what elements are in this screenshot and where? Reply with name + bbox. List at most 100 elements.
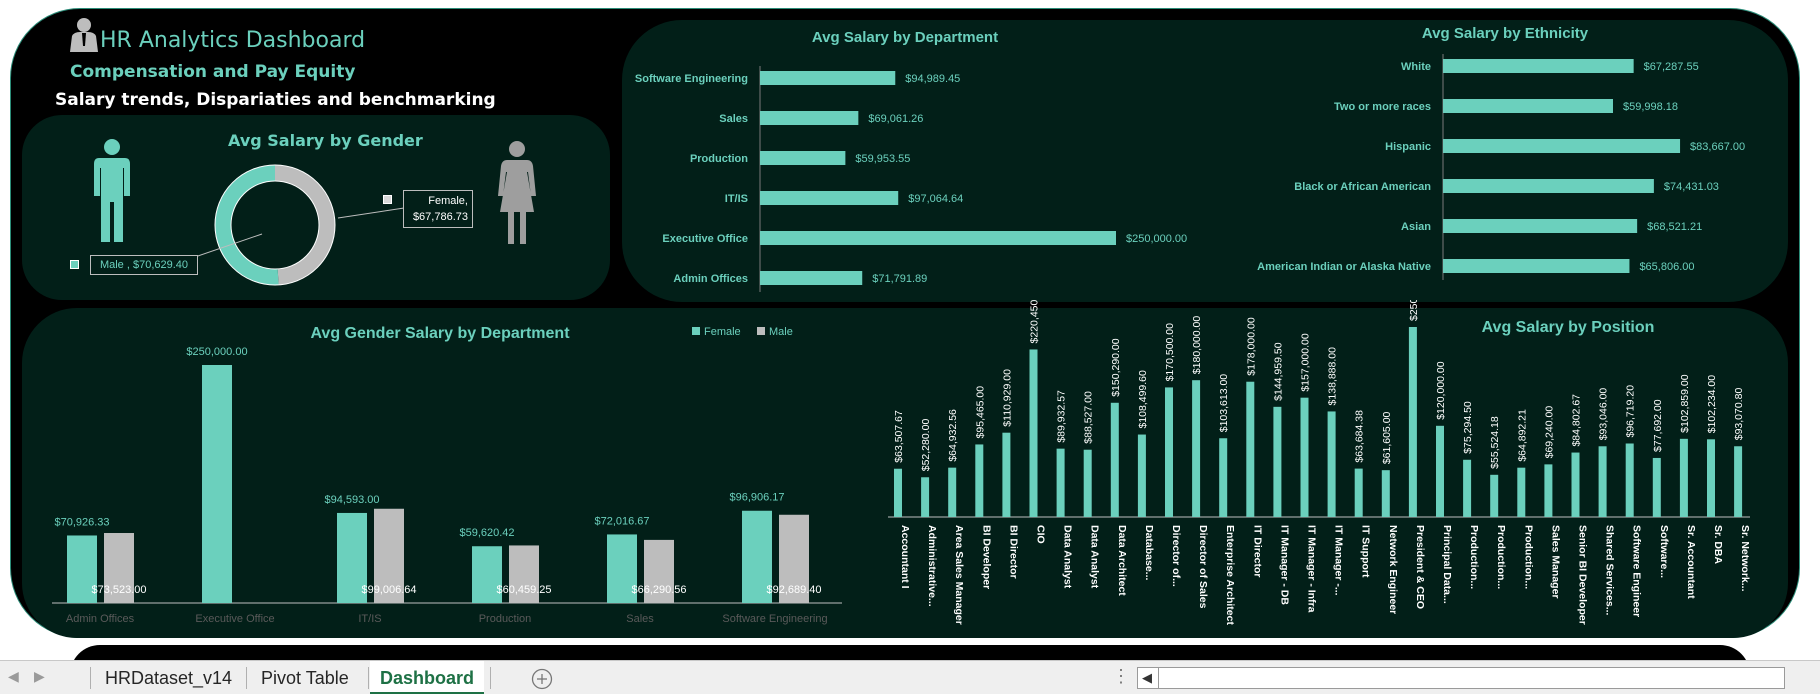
chart-title: Avg Salary by Ethnicity	[1422, 25, 1589, 42]
data-label: $102,859.00	[1679, 374, 1691, 433]
category-label: Production...	[1495, 525, 1507, 589]
bar-male	[104, 533, 134, 603]
bar	[1300, 397, 1309, 517]
scroll-right-icon[interactable]: ▶	[34, 668, 45, 684]
data-label-male: $99,006.64	[361, 584, 416, 596]
bar	[1029, 349, 1038, 517]
category-label: Director of Sales	[1197, 525, 1209, 609]
tab-hrdataset[interactable]: HRDataset_v14	[105, 668, 233, 688]
category-label: Asian	[1401, 221, 1431, 233]
donut-outer-ring	[214, 164, 336, 286]
tab-bar-menu-icon[interactable]: ⋮	[1112, 666, 1130, 686]
legend-swatch-male	[757, 327, 765, 335]
category-label: IT Manager - DB	[1278, 525, 1290, 605]
bar	[760, 231, 1116, 245]
data-label-female: $94,593.00	[324, 494, 379, 506]
data-label: $102,234.00	[1706, 375, 1718, 434]
tab-pivot-table[interactable]: Pivot Table	[261, 668, 349, 688]
sheet-tab-bar: ◀ ▶ HRDataset_v14 Pivot Table Dashboard …	[0, 660, 1820, 694]
category-label: President & CEO	[1414, 525, 1426, 609]
bar	[1443, 259, 1630, 273]
data-label: $250,000.00	[1126, 233, 1187, 245]
data-label-female: $72,016.67	[594, 515, 649, 527]
category-label: Production	[479, 613, 532, 625]
bar	[1571, 452, 1580, 517]
bar	[1354, 468, 1363, 517]
scroll-left-icon[interactable]: ◀	[8, 668, 19, 684]
category-label: Senior BI Developer	[1577, 525, 1589, 625]
avg-salary-by-position-chart: Avg Salary by Position $63,507.67 Accounta…	[888, 300, 1751, 625]
bar	[1443, 139, 1681, 153]
data-label: $220,450.00	[1029, 300, 1041, 343]
bar	[1273, 406, 1282, 517]
data-label: $89,932.57	[1056, 390, 1068, 443]
data-label-female: $70,926.33	[54, 516, 109, 528]
category-label: Executive Office	[195, 613, 274, 625]
data-label: $77,692.00	[1652, 399, 1664, 452]
bar-male	[779, 514, 809, 603]
data-label: $64,892.21	[1516, 409, 1528, 462]
business-person-icon	[70, 18, 98, 52]
data-label: $250,000.00	[1408, 300, 1420, 321]
scrollbar-left-arrow-icon[interactable]: ◀	[1142, 670, 1152, 685]
gender-leader-lines	[191, 207, 405, 259]
category-label: IT/IS	[725, 193, 748, 205]
category-label: American Indian or Alaska Native	[1257, 261, 1431, 273]
bar-female	[742, 510, 772, 603]
bar-female	[472, 546, 502, 603]
bar	[1625, 443, 1634, 517]
data-label: $63,684.38	[1354, 410, 1366, 463]
category-label: Administrative...	[926, 525, 938, 607]
bar	[948, 467, 957, 517]
dashboard-title: HR Analytics Dashboard	[100, 28, 366, 53]
bar	[1443, 99, 1613, 113]
add-sheet-icon[interactable]	[531, 668, 553, 690]
female-callout-value: $67,786.73	[412, 211, 468, 223]
bar	[1443, 219, 1638, 233]
data-label: $110,929.00	[1001, 369, 1013, 427]
data-label: $69,240.00	[1543, 406, 1555, 459]
female-leader-line	[337, 207, 405, 219]
data-label: $157,000.00	[1300, 333, 1312, 392]
horizontal-scrollbar[interactable]: ◀	[1137, 667, 1785, 689]
chart-title: Avg Gender Salary by Department	[310, 325, 570, 342]
bar	[1734, 446, 1743, 517]
data-label: $150,290.00	[1110, 338, 1122, 397]
bar-female	[202, 365, 232, 603]
bar	[975, 444, 984, 517]
data-label-female: $96,906.17	[729, 492, 784, 504]
category-label: IT/IS	[358, 613, 381, 625]
category-label: Production	[690, 153, 748, 165]
data-label: $108,499.60	[1137, 370, 1149, 429]
bar-female	[337, 512, 367, 603]
tab-dashboard[interactable]: Dashboard	[370, 661, 485, 694]
bar	[1679, 438, 1688, 517]
category-label: Hispanic	[1385, 141, 1431, 153]
category-label: Accountant I	[899, 525, 911, 589]
legend-swatch-female	[692, 327, 700, 335]
avg-salary-by-department-chart: Avg Salary by Department Software Enginee…	[635, 29, 1187, 292]
bar	[1165, 387, 1173, 517]
donut-inner-ring	[230, 180, 320, 270]
bar	[760, 111, 859, 125]
bar	[1137, 434, 1146, 517]
category-label: Admin Offices	[66, 613, 135, 625]
data-label: $93,070.80	[1733, 388, 1745, 441]
category-label: CIO	[1035, 525, 1047, 544]
category-label: Executive Office	[662, 233, 748, 245]
category-label: Sales	[719, 113, 748, 125]
bar	[760, 151, 846, 165]
category-label: Sr. DBA	[1712, 525, 1724, 565]
legend-label-male: Male	[769, 326, 793, 338]
category-label: Data Analyst	[1089, 525, 1101, 589]
bar	[760, 71, 896, 85]
bottom-panel	[22, 308, 1788, 638]
bar	[1463, 459, 1472, 517]
data-label: $88,527.00	[1083, 391, 1095, 444]
category-label: Shared Services...	[1604, 525, 1616, 616]
category-label: Production...	[1468, 525, 1480, 589]
data-label: $180,000.00	[1191, 316, 1203, 375]
category-label: Black or African American	[1294, 181, 1431, 193]
data-label: $71,791.89	[872, 273, 927, 285]
data-label: $138,888.00	[1327, 347, 1339, 406]
